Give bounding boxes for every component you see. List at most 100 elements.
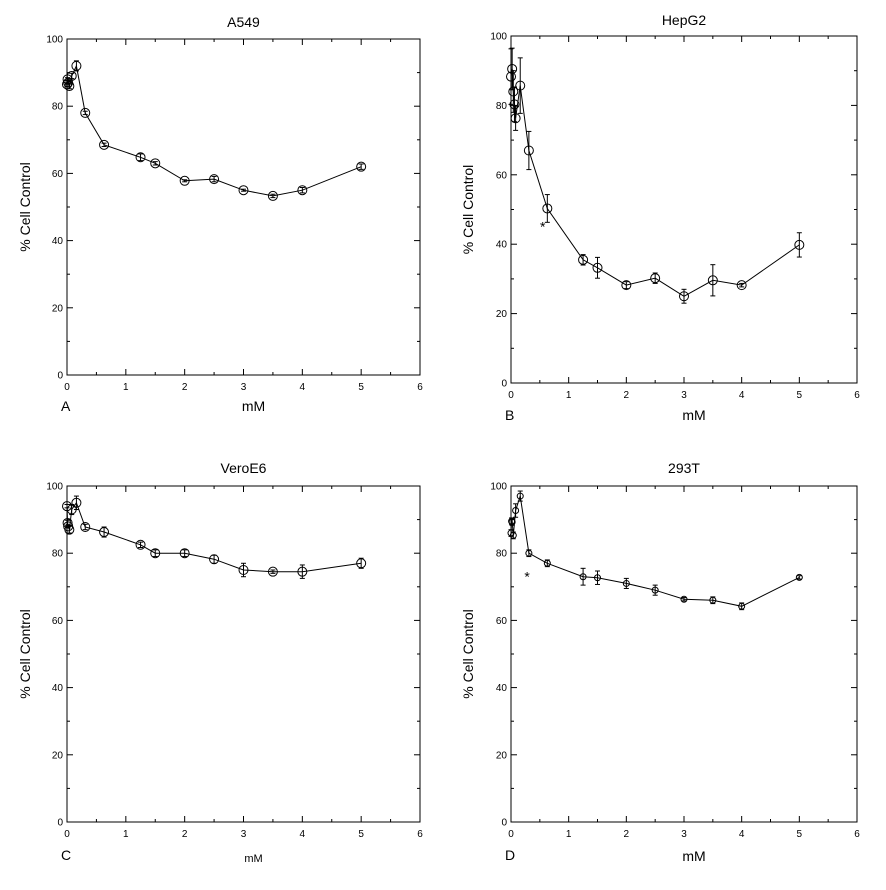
y-tick-label: 40 <box>52 683 64 694</box>
data-point <box>622 579 630 587</box>
data-point <box>508 518 516 526</box>
x-tick-label: 4 <box>739 390 745 401</box>
data-point <box>297 566 308 577</box>
significance-marker: * <box>524 568 530 584</box>
data-point <box>794 239 805 250</box>
y-tick-label: 100 <box>490 482 507 493</box>
data-point <box>71 60 82 71</box>
x-axis-label: mM <box>242 398 265 414</box>
data-point <box>179 175 190 186</box>
y-tick-label: 40 <box>496 683 508 694</box>
data-point <box>135 539 146 550</box>
data-point <box>621 280 632 291</box>
data-point <box>99 139 110 150</box>
data-point <box>267 566 278 577</box>
panel-letter: A <box>61 398 71 414</box>
data-point <box>594 574 601 582</box>
data-point <box>297 185 308 196</box>
data-point <box>507 529 515 537</box>
data-point <box>543 559 551 567</box>
plot-frame <box>66 485 421 823</box>
y-tick-label: 0 <box>501 818 507 829</box>
data-point <box>680 595 688 603</box>
data-point <box>509 99 520 110</box>
data-point <box>80 107 91 118</box>
data-point <box>238 185 249 196</box>
y-tick-label: 80 <box>496 549 508 560</box>
x-tick-label: 5 <box>358 829 364 840</box>
chart-title: 293T <box>668 460 700 476</box>
x-tick-label: 0 <box>508 829 514 840</box>
x-tick-label: 2 <box>182 829 188 840</box>
x-tick-label: 0 <box>64 829 70 840</box>
x-tick-label: 4 <box>739 829 745 840</box>
data-point <box>592 262 603 273</box>
x-tick-label: 4 <box>300 829 306 840</box>
x-tick-label: 2 <box>624 829 630 840</box>
x-axis-label: mM <box>682 848 705 864</box>
y-tick-label: 80 <box>52 549 64 560</box>
data-point <box>209 554 220 565</box>
y-tick-label: 40 <box>52 236 64 247</box>
data-point <box>795 573 803 581</box>
y-tick-label: 20 <box>496 309 508 320</box>
x-tick-label: 4 <box>300 382 306 393</box>
data-point <box>509 531 517 539</box>
data-point <box>738 602 746 610</box>
data-point <box>707 275 718 286</box>
x-tick-label: 3 <box>681 390 687 401</box>
data-point <box>150 548 161 559</box>
data-point <box>71 497 82 508</box>
plot-frame <box>510 485 858 823</box>
data-point <box>209 174 220 185</box>
data-point <box>542 203 553 214</box>
data-point <box>356 161 367 172</box>
y-axis-label: % Cell Control <box>17 609 33 698</box>
data-point <box>179 548 190 559</box>
data-point <box>267 190 278 201</box>
x-tick-label: 1 <box>123 829 129 840</box>
panel-b: 0 20 40 60 80 100 0 1 2 3 4 5 6 HepG2 mM % Cell Control… <box>460 12 860 423</box>
y-axis-label: % Cell Control <box>17 162 33 251</box>
x-axis-label: mM <box>244 853 262 865</box>
chart-title: VeroE6 <box>221 460 267 476</box>
data-point <box>516 492 524 500</box>
x-tick-label: 3 <box>241 829 247 840</box>
chart-title: A549 <box>227 14 260 30</box>
x-tick-label: 0 <box>64 382 70 393</box>
y-tick-label: 20 <box>52 750 64 761</box>
data-point <box>135 152 146 163</box>
data-point <box>510 113 521 124</box>
data-point <box>62 517 73 528</box>
x-tick-label: 0 <box>508 390 514 401</box>
data-point <box>512 507 520 515</box>
data-point <box>356 558 367 569</box>
y-tick-label: 60 <box>496 170 508 181</box>
data-point <box>579 573 587 581</box>
plot-frame <box>66 38 421 376</box>
data-point <box>709 596 717 604</box>
series-line <box>510 495 800 607</box>
y-tick-label: 40 <box>496 240 508 251</box>
y-tick-label: 0 <box>57 818 63 829</box>
series-line <box>510 68 800 297</box>
data-point <box>515 80 526 91</box>
data-point <box>650 273 661 284</box>
x-tick-label: 6 <box>417 382 423 393</box>
y-tick-label: 100 <box>46 35 63 46</box>
x-tick-label: 6 <box>854 829 860 840</box>
y-tick-label: 20 <box>52 303 64 314</box>
panel-c: 0 20 40 60 80 100 0 1 2 3 4 5 6 VeroE6 mM % Cell Contro… <box>17 460 423 865</box>
y-tick-label: 0 <box>501 379 507 390</box>
x-tick-label: 1 <box>123 382 129 393</box>
data-point <box>66 70 77 81</box>
x-tick-label: 5 <box>797 390 803 401</box>
x-tick-label: 5 <box>358 382 364 393</box>
panel-letter: B <box>505 407 514 423</box>
x-tick-label: 6 <box>417 829 423 840</box>
x-tick-label: 2 <box>624 390 630 401</box>
data-point <box>651 586 659 594</box>
y-tick-label: 20 <box>496 750 508 761</box>
x-tick-label: 1 <box>566 390 572 401</box>
